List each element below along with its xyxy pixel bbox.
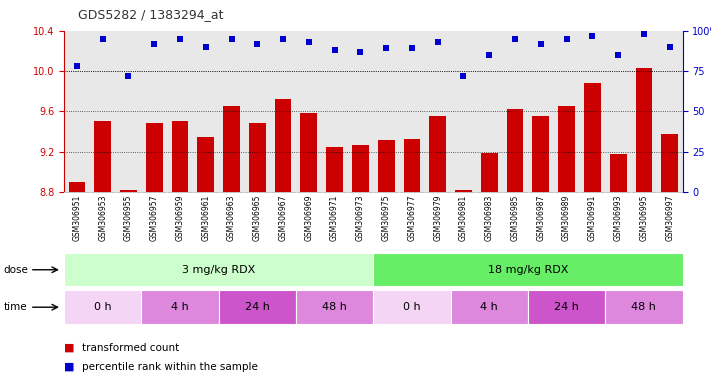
Point bbox=[123, 73, 134, 79]
Point bbox=[587, 33, 598, 39]
Text: GSM306961: GSM306961 bbox=[201, 195, 210, 242]
Bar bbox=[636, 68, 652, 192]
Text: GSM306965: GSM306965 bbox=[253, 195, 262, 242]
Bar bbox=[274, 99, 292, 192]
Text: GSM306963: GSM306963 bbox=[227, 195, 236, 242]
Bar bbox=[64, 290, 141, 324]
Text: GSM306987: GSM306987 bbox=[536, 195, 545, 242]
Text: 48 h: 48 h bbox=[631, 302, 656, 312]
Point bbox=[71, 63, 82, 69]
Bar bbox=[661, 134, 678, 192]
Point bbox=[303, 39, 314, 45]
Bar bbox=[326, 147, 343, 192]
Point bbox=[612, 52, 624, 58]
Bar bbox=[481, 153, 498, 192]
Text: GSM306959: GSM306959 bbox=[176, 195, 184, 242]
Bar bbox=[296, 290, 373, 324]
Text: 24 h: 24 h bbox=[554, 302, 579, 312]
Text: GDS5282 / 1383294_at: GDS5282 / 1383294_at bbox=[78, 8, 224, 21]
Bar bbox=[219, 290, 296, 324]
Bar bbox=[249, 124, 266, 192]
Text: 4 h: 4 h bbox=[171, 302, 189, 312]
Text: 4 h: 4 h bbox=[481, 302, 498, 312]
Bar bbox=[301, 113, 317, 192]
Text: GSM306993: GSM306993 bbox=[614, 195, 623, 242]
Point bbox=[509, 36, 520, 42]
Text: time: time bbox=[4, 302, 27, 312]
Point bbox=[277, 36, 289, 42]
Bar bbox=[404, 139, 420, 192]
Bar bbox=[68, 182, 85, 192]
Bar bbox=[373, 253, 683, 286]
Text: ■: ■ bbox=[64, 362, 75, 372]
Bar bbox=[352, 145, 369, 192]
Bar bbox=[120, 190, 137, 192]
Bar bbox=[584, 83, 601, 192]
Text: GSM306955: GSM306955 bbox=[124, 195, 133, 242]
Text: 0 h: 0 h bbox=[403, 302, 421, 312]
Bar bbox=[558, 106, 575, 192]
Bar bbox=[507, 109, 523, 192]
Text: GSM306983: GSM306983 bbox=[485, 195, 493, 242]
Text: 0 h: 0 h bbox=[94, 302, 112, 312]
Bar bbox=[455, 190, 472, 192]
Bar bbox=[223, 106, 240, 192]
Text: GSM306991: GSM306991 bbox=[588, 195, 597, 242]
Text: GSM306971: GSM306971 bbox=[330, 195, 339, 242]
Bar bbox=[610, 154, 626, 192]
Text: GSM306957: GSM306957 bbox=[150, 195, 159, 242]
Text: 18 mg/kg RDX: 18 mg/kg RDX bbox=[488, 265, 568, 275]
Bar bbox=[451, 290, 528, 324]
Point bbox=[535, 41, 547, 47]
Point bbox=[149, 41, 160, 47]
Text: dose: dose bbox=[4, 265, 28, 275]
Bar bbox=[373, 290, 451, 324]
Point bbox=[638, 31, 650, 37]
Point bbox=[174, 36, 186, 42]
Text: 3 mg/kg RDX: 3 mg/kg RDX bbox=[182, 265, 255, 275]
Bar bbox=[171, 121, 188, 192]
Text: GSM306997: GSM306997 bbox=[665, 195, 674, 242]
Text: GSM306953: GSM306953 bbox=[98, 195, 107, 242]
Text: GSM306985: GSM306985 bbox=[510, 195, 520, 242]
Bar bbox=[64, 253, 373, 286]
Bar bbox=[141, 290, 218, 324]
Bar bbox=[95, 121, 111, 192]
Point bbox=[252, 41, 263, 47]
Bar bbox=[605, 290, 683, 324]
Text: GSM306967: GSM306967 bbox=[279, 195, 287, 242]
Point bbox=[561, 36, 572, 42]
Text: GSM306975: GSM306975 bbox=[382, 195, 390, 242]
Bar bbox=[533, 116, 549, 192]
Point bbox=[664, 44, 675, 50]
Text: GSM306989: GSM306989 bbox=[562, 195, 571, 242]
Text: percentile rank within the sample: percentile rank within the sample bbox=[82, 362, 257, 372]
Text: GSM306969: GSM306969 bbox=[304, 195, 314, 242]
Text: 48 h: 48 h bbox=[322, 302, 347, 312]
Text: GSM306995: GSM306995 bbox=[639, 195, 648, 242]
Point bbox=[406, 45, 417, 51]
Bar bbox=[146, 124, 163, 192]
Point bbox=[329, 47, 341, 53]
Bar bbox=[429, 116, 446, 192]
Text: GSM306981: GSM306981 bbox=[459, 195, 468, 241]
Bar bbox=[198, 137, 214, 192]
Text: GSM306973: GSM306973 bbox=[356, 195, 365, 242]
Text: GSM306979: GSM306979 bbox=[433, 195, 442, 242]
Point bbox=[458, 73, 469, 79]
Point bbox=[97, 36, 108, 42]
Point bbox=[226, 36, 237, 42]
Bar bbox=[528, 290, 605, 324]
Text: GSM306977: GSM306977 bbox=[407, 195, 417, 242]
Text: transformed count: transformed count bbox=[82, 343, 179, 353]
Text: 24 h: 24 h bbox=[245, 302, 269, 312]
Point bbox=[483, 52, 495, 58]
Point bbox=[432, 39, 444, 45]
Point bbox=[355, 49, 366, 55]
Point bbox=[380, 45, 392, 51]
Bar bbox=[378, 140, 395, 192]
Point bbox=[200, 44, 211, 50]
Text: ■: ■ bbox=[64, 343, 75, 353]
Text: GSM306951: GSM306951 bbox=[73, 195, 81, 242]
